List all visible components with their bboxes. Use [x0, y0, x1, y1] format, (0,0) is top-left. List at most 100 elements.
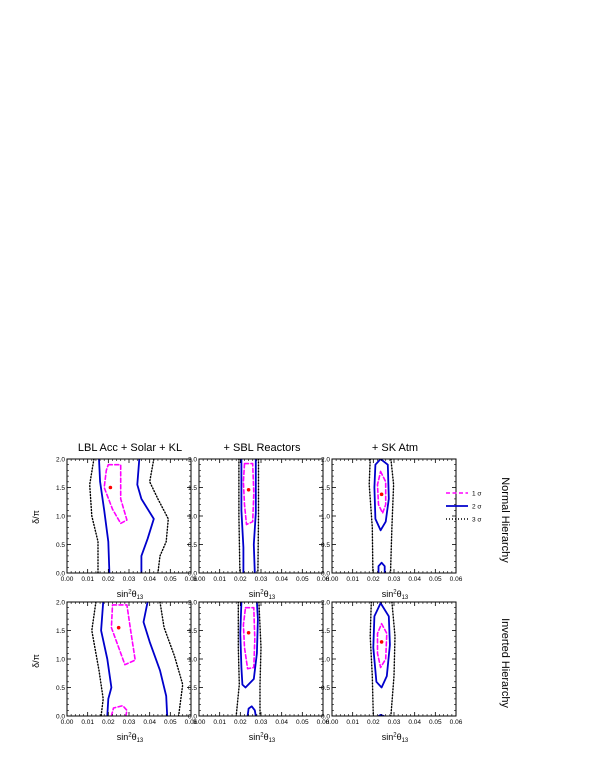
x-tick-label: 0.02: [102, 719, 115, 726]
x-tick-label: 0.06: [185, 719, 198, 726]
x-axis-label-sk-bottom: sin2θ13: [382, 732, 409, 744]
x-tick-label: 0.01: [81, 719, 94, 726]
x-tick-label: 0.04: [408, 576, 421, 583]
x-tick-label: 0.01: [213, 576, 226, 583]
y-tick-label: 0.0: [188, 713, 197, 720]
y-tick-label: 1.5: [321, 628, 330, 635]
contour-3sigma-ih-sbl-4: [258, 602, 262, 716]
y-tick-label: 0.0: [188, 570, 197, 577]
contours-ih-sk: [369, 602, 396, 716]
contour-2sigma-nh-sbl-1: [240, 459, 245, 573]
column-title-lbl: LBL Acc + Solar + KL: [78, 442, 182, 454]
panel-frame-nh-sk: [331, 458, 457, 574]
contour-2sigma-ih-sk-1: [372, 602, 391, 689]
panel-ih-lbl: 0.00 0.01 0.02 0.03 0.04 0.05 0.060.00.51.01.5…: [56, 599, 198, 726]
contour-1sigma-nh-lbl-0: [103, 463, 128, 525]
x-tick-label: 0.00: [193, 576, 206, 583]
y-tick-label: 1.5: [188, 628, 197, 635]
x-axis-label-text: sin2θ13: [382, 732, 409, 744]
y-tick-label: 1.5: [321, 485, 330, 492]
contour-3sigma-ih-sbl-3: [235, 602, 240, 716]
x-axis-label-lbl-bottom: sin2θ13: [117, 732, 144, 744]
y-tick-label: 0.0: [321, 570, 330, 577]
row-label-normal: Normal Hierarchy: [499, 477, 511, 563]
y-tick-label: 0.0: [56, 713, 65, 720]
x-axis-label-text: sin2θ13: [382, 589, 409, 601]
y-tick-label: 0.5: [321, 685, 330, 692]
y-tick-label: 1.5: [56, 485, 65, 492]
x-tick-label: 0.04: [275, 576, 288, 583]
x-tick-label: 0.06: [450, 719, 463, 726]
x-axis-label-sbl-top: sin2θ13: [249, 589, 276, 601]
x-tick-label: 0.05: [164, 576, 177, 583]
contour-2sigma-nh-lbl-2: [136, 459, 155, 573]
contour-3sigma-ih-lbl-4: [91, 602, 104, 716]
y-tick-label: 2.0: [56, 456, 65, 463]
y-tick-label: 2.0: [321, 599, 330, 606]
panel-ih-sbl: 0.00 0.01 0.02 0.03 0.04 0.05 0.060.00.51.01.5…: [188, 599, 330, 726]
contour-2sigma-ih-sbl-1: [239, 602, 259, 689]
x-tick-label: 0.02: [234, 576, 247, 583]
panel-frame-nh-lbl: [66, 458, 192, 574]
contour-3sigma-ih-sk-4: [390, 602, 396, 716]
contour-1sigma-nh-sbl-0: [242, 462, 255, 526]
legend: 1 σ 2 σ 3 σ: [446, 491, 481, 524]
bestfit-point-nh-sk: [379, 492, 384, 497]
x-tick-label: 0.01: [81, 576, 94, 583]
y-tick-label: 1.0: [188, 513, 197, 520]
x-axis-label-text: sin2θ13: [249, 589, 276, 601]
x-tick-label: 0.00: [193, 719, 206, 726]
y-tick-label: 0.5: [56, 685, 65, 692]
y-tick-label: 2.0: [188, 456, 197, 463]
x-tick-label: 0.04: [408, 719, 421, 726]
contour-2sigma-nh-sbl-2: [252, 459, 257, 573]
x-axis-label-sbl-bottom: sin2θ13: [249, 732, 276, 744]
y-tick-label: 1.0: [321, 656, 330, 663]
contour-1sigma-nh-sk-0: [376, 470, 387, 514]
bestfit-point-nh-lbl: [108, 485, 113, 490]
legend-label-2sigma: 2 σ: [472, 504, 481, 511]
x-tick-label: 0.02: [367, 719, 380, 726]
bestfit-point-nh-sbl: [246, 487, 251, 492]
y-tick-label: 0.0: [321, 713, 330, 720]
y-tick-label: 0.5: [188, 542, 197, 549]
x-tick-label: 0.01: [346, 719, 359, 726]
panel-nh-sbl: 0.00 0.01 0.02 0.03 0.04 0.05 0.060.00.51.01.5…: [188, 456, 330, 583]
x-tick-label: 0.04: [275, 719, 288, 726]
contour-2sigma-ih-sbl-2: [246, 705, 257, 716]
contour-2sigma-ih-lbl-2: [100, 602, 113, 716]
panel-nh-sk: 0.00 0.01 0.02 0.03 0.04 0.05 0.06 0.0 0.5 1.0 1.5…: [321, 456, 463, 583]
x-tick-label: 0.03: [123, 719, 136, 726]
x-tick-label: 0.03: [255, 576, 268, 583]
x-tick-label: 0.00: [326, 719, 339, 726]
contour-1sigma-ih-sk-0: [376, 622, 388, 669]
panel-ih-sk: 0.00 0.01 0.02 0.03 0.04 0.05 0.06 0.0 0.5 1.0 1.5…: [321, 599, 463, 726]
x-tick-label: 0.05: [296, 576, 309, 583]
y-tick-label: 0.0: [56, 570, 65, 577]
contour-3sigma-nh-lbl-4: [149, 459, 169, 573]
contour-3sigma-nh-lbl-3: [89, 459, 99, 573]
x-tick-label: 0.05: [429, 576, 442, 583]
x-tick-label: 0.02: [102, 576, 115, 583]
x-tick-label: 0.05: [429, 719, 442, 726]
y-tick-label: 0.5: [56, 542, 65, 549]
row-label-inverted: Inverted Hierarchy: [499, 618, 511, 708]
x-axis-label-lbl-top: sin2θ13: [117, 589, 144, 601]
x-tick-label: 0.05: [296, 719, 309, 726]
legend-label-1sigma: 1 σ: [472, 491, 481, 498]
x-tick-label: 0.00: [61, 576, 74, 583]
contour-2sigma-nh-sk-2: [377, 561, 386, 573]
y-tick-label: 1.0: [188, 656, 197, 663]
x-tick-label: 0.02: [367, 576, 380, 583]
x-tick-label: 0.02: [234, 719, 247, 726]
column-title-sbl: + SBL Reactors: [224, 442, 301, 454]
y-tick-label: 2.0: [56, 599, 65, 606]
contour-2sigma-nh-sk-1: [373, 459, 390, 532]
legend-label-3sigma: 3 σ: [472, 517, 481, 524]
contour-3sigma-ih-lbl-5: [159, 602, 184, 716]
x-tick-label: 0.05: [164, 719, 177, 726]
contour-2sigma-ih-lbl-3: [142, 602, 169, 716]
panel-nh-lbl: 0.00 0.01 0.02 0.03 0.04 0.05 0.060.00.51.01.5…: [56, 456, 198, 583]
y-tick-label: 2.0: [188, 599, 197, 606]
